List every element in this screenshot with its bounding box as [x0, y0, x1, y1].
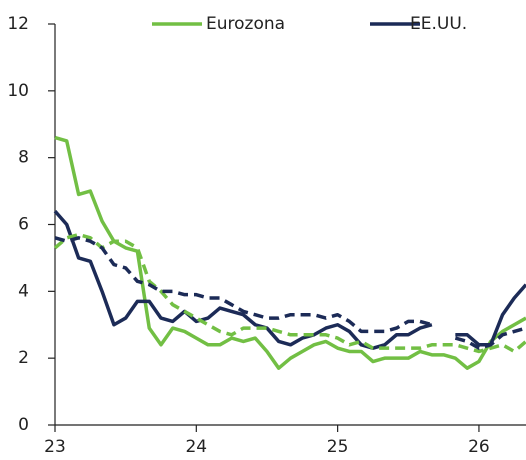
y-tick-label: 10: [7, 81, 29, 101]
x-tick-label: 25: [327, 437, 349, 457]
legend-label: Eurozona: [206, 14, 285, 34]
y-tick-label: 2: [18, 348, 29, 368]
line: [53, 209, 526, 350]
line: [54, 135, 526, 370]
x-tick-label: 23: [44, 437, 66, 457]
y-tick-label: 0: [18, 415, 29, 435]
y-tick-label: 12: [7, 14, 29, 34]
y-tick-label: 6: [18, 215, 29, 235]
y-tick-label: 4: [18, 281, 29, 301]
x-tick-label: 26: [468, 437, 490, 457]
legend-label: EE.UU.: [410, 14, 467, 34]
x-tick-label: 24: [185, 437, 207, 457]
y-tick-label: 8: [18, 148, 29, 168]
dashed-line: [53, 232, 526, 354]
dashed-line: [54, 236, 526, 350]
